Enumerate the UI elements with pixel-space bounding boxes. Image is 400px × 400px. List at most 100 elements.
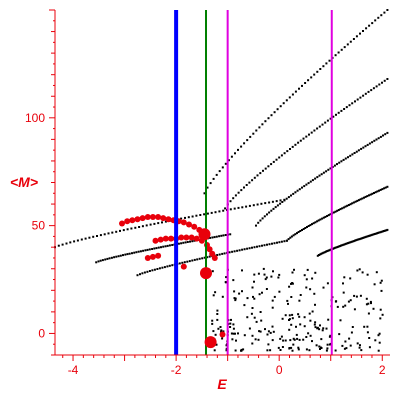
- curve-point: [339, 208, 342, 211]
- scatter-point: [212, 294, 215, 297]
- scatter-point: [277, 346, 280, 349]
- curve-point: [245, 205, 248, 208]
- scatter-point: [377, 334, 380, 337]
- curve-point: [325, 62, 328, 65]
- curve-point: [251, 179, 254, 182]
- curve-point: [332, 211, 335, 214]
- red-point: [134, 216, 141, 223]
- scatter-point: [272, 330, 275, 333]
- curve-point: [264, 167, 267, 170]
- curve-point: [287, 196, 290, 199]
- curve-point: [263, 215, 266, 218]
- scatter-point: [366, 331, 369, 334]
- scatter-point: [292, 337, 295, 340]
- scatter-point: [351, 326, 354, 328]
- curve-point: [384, 133, 387, 136]
- scatter-point: [246, 316, 249, 319]
- curve-point: [373, 139, 376, 142]
- scatter-point: [355, 295, 358, 298]
- scatter-point: [349, 277, 352, 280]
- curve-point: [168, 244, 171, 247]
- curve-point: [328, 249, 331, 252]
- scatter-point: [318, 345, 321, 348]
- curve-point: [366, 195, 369, 198]
- red-point: [119, 220, 125, 227]
- curve-point: [171, 244, 174, 246]
- curve-point: [320, 173, 323, 176]
- curve-point: [119, 254, 122, 257]
- curve-point: [349, 241, 352, 244]
- scatter-point: [342, 291, 345, 294]
- curve-point: [386, 9, 389, 11]
- curve-point: [386, 228, 389, 231]
- scatter-point: [298, 299, 301, 302]
- curve-point: [316, 220, 319, 223]
- curve-point: [119, 229, 121, 232]
- curve-point: [380, 14, 383, 17]
- curve-point: [335, 246, 338, 249]
- curve-point: [305, 183, 308, 186]
- curve-point: [354, 100, 356, 103]
- curve-point: [341, 207, 344, 210]
- curve-point: [327, 249, 330, 252]
- scatter-point: [273, 295, 276, 298]
- curve-point: [188, 260, 191, 263]
- curve-point: [241, 248, 244, 251]
- curve-point: [369, 193, 372, 196]
- curve-point: [224, 162, 227, 165]
- scatter-point: [286, 299, 289, 302]
- scatter-point: [211, 270, 214, 273]
- curve-point: [96, 235, 98, 237]
- scatter-point: [220, 329, 223, 332]
- curve-point: [99, 234, 102, 237]
- curve-point: [376, 190, 379, 193]
- curve-point: [155, 247, 158, 250]
- curve-point: [325, 250, 327, 253]
- curve-point: [368, 194, 370, 197]
- red-point: [149, 214, 156, 220]
- curve-point: [304, 82, 307, 84]
- curve-point: [189, 240, 191, 243]
- curve-point: [334, 246, 337, 249]
- curve-point: [191, 240, 194, 243]
- curve-point: [371, 22, 374, 25]
- curve-point: [379, 188, 382, 191]
- curve-point: [377, 231, 380, 234]
- curve-point: [292, 192, 295, 195]
- curve-point: [309, 224, 312, 227]
- scatter-point: [372, 307, 375, 310]
- curve-point: [255, 129, 258, 132]
- curve-point: [345, 106, 348, 109]
- curve-point: [177, 242, 180, 245]
- curve-point: [110, 256, 113, 259]
- curve-point: [328, 59, 331, 62]
- curve-point: [126, 253, 129, 256]
- scatter-point: [230, 332, 233, 335]
- curve-point: [224, 207, 227, 210]
- curve-point: [139, 273, 141, 276]
- curve-point: [348, 241, 351, 244]
- curve-point: [327, 168, 330, 171]
- curve-point: [386, 185, 389, 188]
- curve-point: [318, 174, 321, 177]
- scatter-point: [290, 282, 292, 285]
- curve-point: [367, 90, 370, 93]
- curve-point: [267, 165, 270, 168]
- scatter-point: [306, 268, 309, 271]
- curve-point: [271, 200, 274, 203]
- curve-point: [233, 250, 236, 253]
- scatter-point: [269, 349, 272, 352]
- scatter-point: [343, 276, 346, 279]
- curve-point: [357, 149, 360, 152]
- curve-point: [342, 158, 345, 161]
- scatter-point: [271, 306, 274, 309]
- curve-point: [353, 152, 356, 154]
- curve-point: [261, 244, 263, 247]
- scatter-point: [266, 333, 269, 336]
- curve-point: [183, 261, 186, 264]
- curve-point: [364, 195, 367, 198]
- red-point: [129, 217, 136, 224]
- curve-point: [220, 234, 223, 237]
- curve-point: [338, 161, 341, 164]
- red-point: [183, 234, 190, 241]
